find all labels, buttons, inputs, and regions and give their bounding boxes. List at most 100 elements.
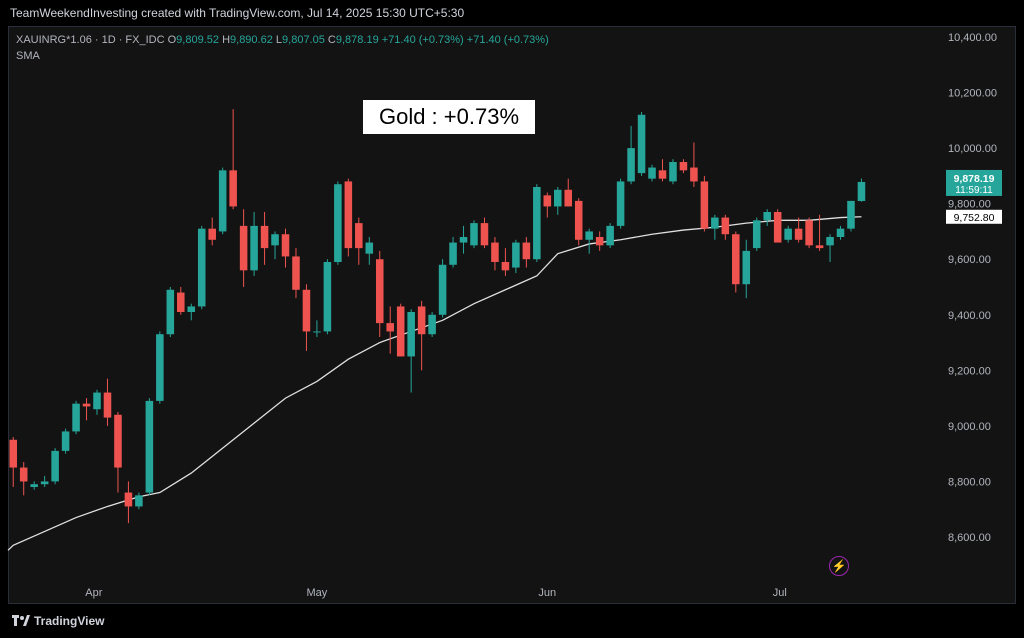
candle-body [459, 237, 468, 243]
last-price-label: 9,878.19 [954, 173, 995, 185]
candle-body [396, 306, 405, 357]
y-tick-label: 10,000.00 [948, 143, 997, 155]
candle-body [239, 225, 248, 271]
candle-body [281, 234, 290, 257]
candle-body [208, 228, 216, 240]
candle-body [470, 223, 478, 246]
x-tick-label: Apr [85, 587, 102, 599]
candle-body [836, 228, 845, 237]
candle-body [302, 289, 311, 332]
tradingview-logo-icon [12, 615, 30, 626]
y-tick-label: 9,800.00 [948, 199, 991, 211]
candle-body [512, 242, 520, 268]
sma-value-badge [946, 209, 1002, 224]
sma-indicator-label[interactable]: SMA [16, 50, 40, 62]
sma-value-label: 9,752.80 [954, 212, 995, 224]
candle-body [72, 403, 80, 432]
candle-body [103, 392, 112, 418]
sma-line [7, 216, 862, 551]
candle-body [648, 167, 656, 179]
candle-body [784, 228, 792, 240]
y-tick-label: 8,800.00 [948, 476, 991, 488]
candle-body [334, 184, 342, 262]
y-tick-label: 9,200.00 [948, 365, 991, 377]
candle-body [313, 331, 321, 333]
candle-body [669, 162, 677, 182]
countdown-label: 11:59:11 [955, 185, 993, 196]
ohlc-legend: XAUINRG*1.06 · 1D · FX_IDC O9,809.52 H9,… [16, 34, 549, 46]
candle-body [501, 262, 510, 271]
candle-body [114, 414, 122, 468]
candle-body [700, 181, 709, 229]
low-label: L [275, 34, 283, 46]
candle-body [260, 225, 269, 249]
candle-body [721, 217, 730, 235]
low-value: 9,807.05 [282, 34, 325, 46]
candle-body [585, 231, 593, 240]
candle-body [177, 292, 185, 312]
candle-body [826, 237, 834, 246]
y-tick-label: 9,400.00 [948, 310, 991, 322]
candle-body [365, 242, 374, 254]
candle-body [857, 181, 866, 202]
last-price-badge [946, 169, 1002, 196]
candle-body [135, 495, 143, 507]
candle-body [30, 484, 38, 487]
symbol-label[interactable]: XAUINRG*1.06 · 1D · FX_IDC [16, 34, 165, 46]
change-value-2: +71.40 (+0.73%) [466, 34, 549, 46]
candle-body [428, 314, 436, 335]
candle-body [627, 148, 635, 182]
candle-body [679, 162, 688, 171]
y-tick-label: 9,600.00 [948, 254, 991, 266]
y-tick-label: 9,000.00 [948, 421, 991, 433]
candle-body [637, 114, 646, 174]
candle-body [51, 450, 59, 482]
candle-body [197, 228, 206, 307]
y-tick-label: 10,200.00 [948, 88, 997, 100]
candle-body [375, 259, 384, 324]
x-tick-label: Jun [538, 587, 556, 599]
candle-body [292, 256, 300, 290]
candle-body [522, 242, 531, 260]
candle-body [407, 312, 415, 357]
lightning-icon[interactable]: ⚡ [829, 556, 849, 576]
candle-body [323, 262, 332, 332]
candle-body [82, 403, 91, 407]
candle-body [543, 195, 552, 207]
y-tick-label: 10,400.00 [948, 32, 997, 44]
close-value: 9,878.19 [335, 34, 379, 46]
candle-body [344, 181, 353, 249]
candle-body [658, 170, 667, 179]
candle-body [187, 306, 196, 312]
close-label: C [327, 34, 336, 46]
candle-body [438, 264, 447, 315]
candle-body [145, 400, 154, 493]
candle-body [606, 225, 614, 246]
candle-body [156, 334, 164, 401]
candle-body [742, 250, 751, 285]
candle-body [491, 242, 499, 262]
candle-body [564, 189, 573, 207]
candle-body [9, 439, 18, 468]
candle-body [40, 481, 49, 485]
candle-body [271, 234, 279, 246]
chart-pane[interactable] [8, 26, 1016, 604]
candle-body [449, 242, 457, 265]
candle-body [386, 323, 394, 332]
candle-body [773, 212, 782, 243]
candle-body [218, 170, 227, 232]
candle-body [533, 187, 541, 260]
x-tick-label: May [307, 587, 328, 599]
candle-body [794, 228, 803, 240]
change-value: +71.40 (+0.73%) [381, 34, 464, 46]
candle-body [595, 237, 604, 246]
candle-body [229, 170, 237, 207]
candle-body [480, 223, 489, 246]
candle-body [554, 189, 562, 207]
open-value: 9,809.52 [176, 34, 219, 46]
candle-body [616, 181, 625, 226]
brand-name: TradingView [34, 614, 105, 628]
high-label: H [222, 34, 231, 46]
